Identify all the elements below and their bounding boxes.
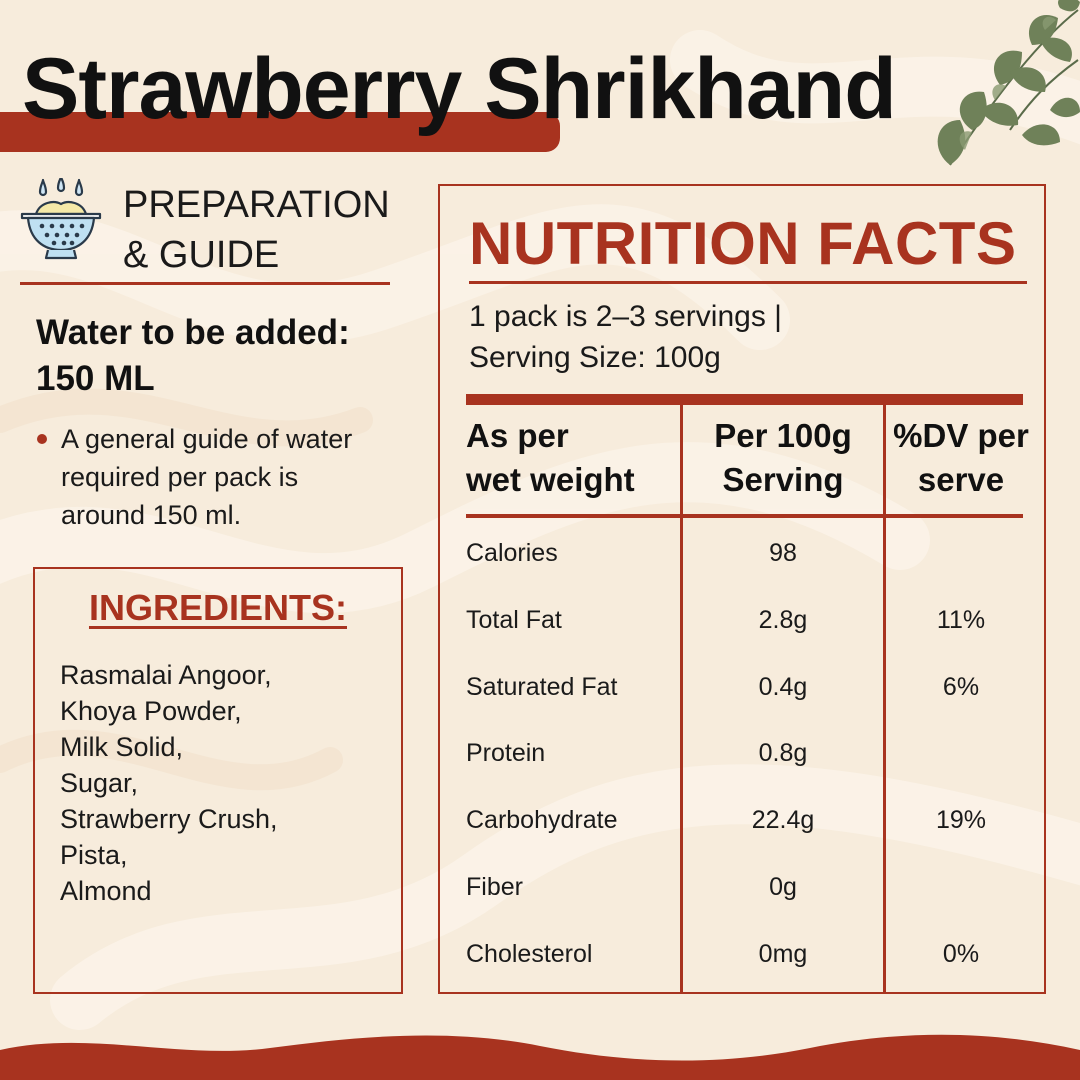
nutrient-value: 98 bbox=[769, 539, 797, 567]
nutrient-name: Fiber bbox=[466, 872, 523, 901]
table-row: Protein 0.8g bbox=[440, 720, 1044, 787]
page-title: Strawberry Shrikhand bbox=[22, 41, 897, 137]
preparation-heading-line2: & GUIDE bbox=[123, 234, 280, 276]
column-header-per100g: Per 100g Serving bbox=[683, 414, 883, 502]
water-label: Water to be added: bbox=[36, 313, 350, 352]
serving-line-2: Serving Size: 100g bbox=[469, 341, 721, 374]
column-header-line: %DV per bbox=[893, 417, 1029, 454]
bottom-wave-decoration bbox=[0, 1034, 1080, 1080]
preparation-header: PREPARATION & GUIDE bbox=[18, 176, 393, 284]
nutrition-rows: Calories 98 Total Fat 2.8g 11% Saturated… bbox=[440, 520, 1044, 988]
nutrient-name: Protein bbox=[466, 739, 546, 768]
ingredient-item: Strawberry Crush, bbox=[60, 804, 278, 834]
leaves-decoration bbox=[937, 0, 1080, 166]
column-header-line: serve bbox=[917, 461, 1005, 498]
ingredient-item: Pista, bbox=[60, 840, 128, 870]
preparation-divider bbox=[20, 282, 390, 285]
nutrient-dv: 6% bbox=[942, 672, 980, 701]
nutrient-dv bbox=[886, 854, 1036, 921]
ingredient-item: Sugar, bbox=[60, 768, 139, 798]
column-header-line: As per bbox=[466, 417, 569, 454]
preparation-heading-line1: PREPARATION bbox=[123, 184, 390, 226]
nutrient-dv: 0% bbox=[942, 939, 980, 968]
water-amount: Water to be added: 150 ML bbox=[36, 310, 416, 402]
ingredient-item: Milk Solid, bbox=[60, 732, 184, 762]
nutrient-dv bbox=[886, 520, 1036, 587]
guide-line-1: A general guide of water bbox=[61, 424, 353, 454]
nutrition-facts-box: NUTRITION FACTS 1 pack is 2–3 servings |… bbox=[438, 184, 1046, 994]
ingredient-item: Rasmalai Angoor, bbox=[60, 660, 272, 690]
table-row: Saturated Fat 0.4g 6% bbox=[440, 654, 1044, 721]
nutrient-value: 22.4g bbox=[751, 806, 815, 835]
nutrient-dv: 19% bbox=[935, 806, 987, 835]
ingredient-item: Almond bbox=[60, 876, 152, 906]
table-row: Carbohydrate 22.4g 19% bbox=[440, 787, 1044, 854]
water-guide-note: A general guide of water required per pa… bbox=[36, 420, 416, 534]
nutrient-name: Cholesterol bbox=[466, 939, 593, 968]
column-header-basis: As per wet weight bbox=[466, 414, 678, 502]
preparation-heading: PREPARATION & GUIDE bbox=[123, 180, 390, 280]
table-row: Fiber 0g bbox=[440, 854, 1044, 921]
nutrition-title: NUTRITION FACTS bbox=[469, 210, 1017, 277]
nutrient-name: Saturated Fat bbox=[466, 672, 618, 701]
nutrient-value: 0.8g bbox=[758, 739, 808, 768]
table-top-rule bbox=[466, 394, 1023, 405]
table-row: Total Fat 2.8g 11% bbox=[440, 587, 1044, 654]
guide-line-3: around 150 ml. bbox=[61, 500, 242, 530]
guide-line-2: required per pack is bbox=[61, 462, 299, 492]
nutrient-value: 0.4g bbox=[758, 672, 808, 701]
column-divider bbox=[680, 405, 683, 992]
column-header-line: Serving bbox=[722, 461, 844, 498]
column-header-dv: %DV per serve bbox=[886, 414, 1036, 502]
nutrition-title-rule bbox=[469, 281, 1027, 284]
title-underline-bar bbox=[0, 112, 560, 152]
serving-line-1: 1 pack is 2–3 servings | bbox=[469, 300, 782, 333]
nutrient-value: 0mg bbox=[758, 939, 808, 968]
serving-info: 1 pack is 2–3 servings | Serving Size: 1… bbox=[469, 296, 1029, 378]
ingredient-item: Khoya Powder, bbox=[60, 696, 242, 726]
nutrient-value: 2.8g bbox=[758, 605, 808, 634]
bullet-dot bbox=[37, 434, 47, 444]
column-header-line: wet weight bbox=[466, 461, 635, 498]
nutrient-value: 0g bbox=[769, 872, 797, 901]
table-row: Calories 98 bbox=[440, 520, 1044, 587]
nutrient-name: Total Fat bbox=[466, 605, 562, 634]
nutrient-dv bbox=[886, 720, 1036, 787]
nutrient-name: Carbohydrate bbox=[466, 806, 618, 835]
column-header-line: Per 100g bbox=[714, 417, 852, 454]
table-header-rule bbox=[466, 514, 1023, 518]
water-value: 150 ML bbox=[36, 359, 155, 398]
column-divider bbox=[883, 405, 886, 992]
colander-bowl-icon bbox=[20, 178, 102, 260]
ingredients-box: INGREDIENTS: Rasmalai Angoor, Khoya Powd… bbox=[33, 567, 403, 994]
table-row: Cholesterol 0mg 0% bbox=[440, 921, 1044, 988]
ingredients-title: INGREDIENTS: bbox=[88, 587, 347, 628]
ingredients-list: Rasmalai Angoor, Khoya Powder, Milk Soli… bbox=[60, 657, 278, 909]
nutrient-name: Calories bbox=[466, 539, 558, 567]
nutrient-dv: 11% bbox=[936, 605, 986, 634]
